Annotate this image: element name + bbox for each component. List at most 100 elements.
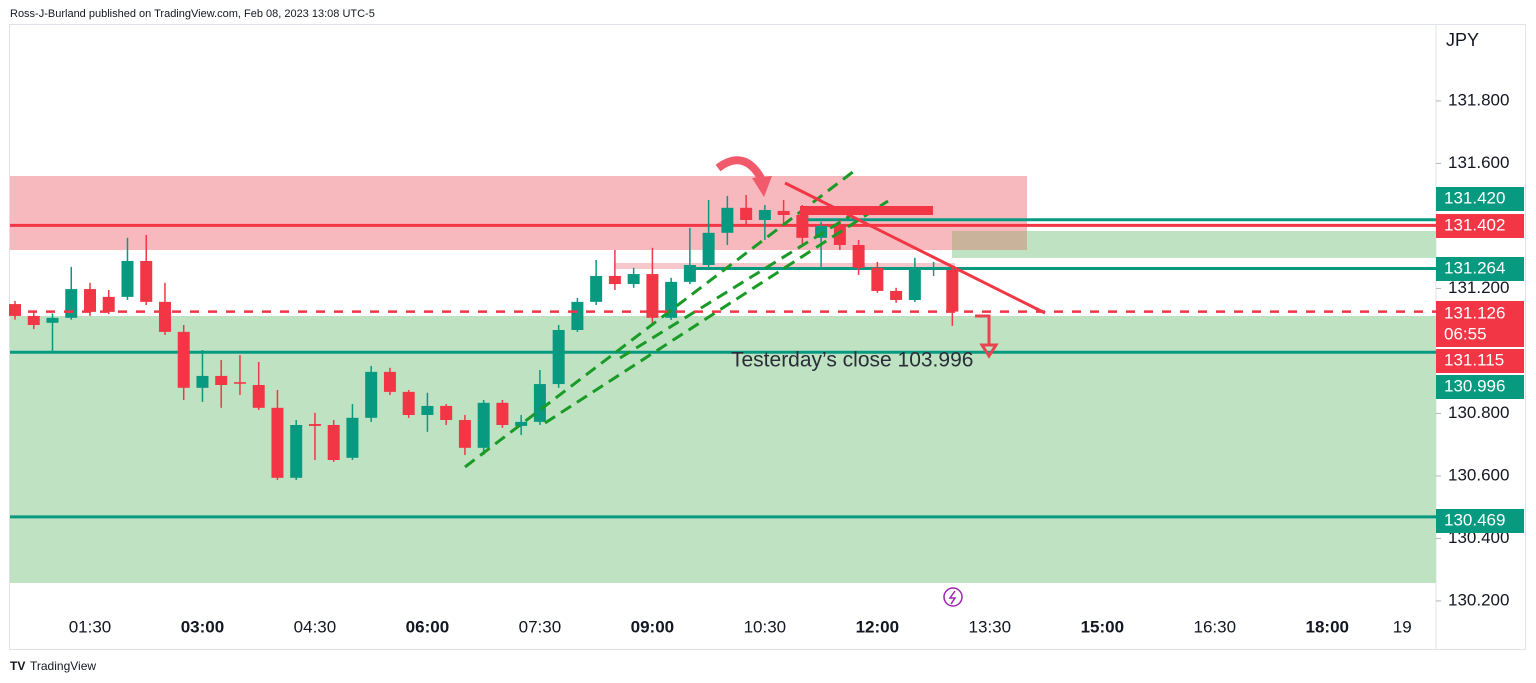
- marker-bar: [800, 206, 933, 215]
- candle-body: [271, 407, 284, 478]
- x-tick-label: 19: [1393, 617, 1412, 636]
- y-tick-label: 130.200: [1448, 590, 1509, 609]
- candle-body: [477, 402, 490, 448]
- candle-body: [590, 275, 603, 302]
- x-tick-label: 06:00: [406, 617, 449, 636]
- candle-body: [346, 417, 359, 458]
- candle-body: [158, 301, 171, 332]
- candle-body: [290, 425, 303, 478]
- price-label: 131.402: [1444, 215, 1505, 234]
- candle-body: [740, 207, 753, 220]
- candle-body: [233, 382, 246, 384]
- header: Ross-J-Burland published on TradingView.…: [10, 8, 375, 20]
- candle-body: [458, 420, 471, 448]
- candle-body: [327, 425, 340, 460]
- target-zone: [952, 231, 1436, 258]
- price-label: 131.264: [1444, 258, 1505, 277]
- candle-body: [102, 296, 115, 312]
- x-tick-label: 12:00: [856, 617, 899, 636]
- support-zone: [10, 316, 1436, 583]
- price-label-bg: [1436, 349, 1524, 373]
- x-tick-label: 04:30: [294, 617, 337, 636]
- candle-body: [65, 289, 78, 318]
- x-tick-label: 03:00: [181, 617, 224, 636]
- trend-line: [544, 199, 889, 425]
- candle-body: [646, 274, 659, 318]
- candle-body: [927, 268, 940, 270]
- price-label: 130.996: [1444, 376, 1505, 395]
- event-icon: [943, 587, 963, 607]
- candle-body: [83, 289, 96, 312]
- overlap-zone: [952, 231, 1027, 250]
- x-tick-label: 18:00: [1306, 617, 1349, 636]
- candle-body: [215, 375, 228, 385]
- candle-body: [308, 424, 321, 426]
- candle-body: [721, 207, 734, 233]
- candle-body: [608, 275, 621, 285]
- trend-line: [784, 181, 1046, 315]
- footer-logo: TV: [10, 659, 25, 673]
- event-icon-bolt: [948, 590, 957, 605]
- price-label-bg: [1436, 257, 1524, 281]
- x-tick-label: 16:30: [1194, 617, 1237, 636]
- candle-body: [833, 225, 846, 245]
- candle-body: [440, 405, 453, 420]
- candle-body: [758, 210, 771, 220]
- candle-body: [552, 330, 565, 385]
- candle-body: [8, 304, 21, 316]
- candle-body: [627, 274, 640, 285]
- candle-body: [121, 260, 134, 297]
- candle-body: [946, 270, 959, 312]
- candle-body: [177, 331, 190, 388]
- candle-body: [46, 317, 59, 323]
- candle-body: [515, 421, 528, 426]
- candle-body: [571, 301, 584, 330]
- price-label-bg: [1436, 187, 1524, 211]
- price-label: 131.115: [1444, 350, 1504, 369]
- candle-body: [683, 265, 696, 282]
- candle-body: [365, 371, 378, 418]
- x-tick-label: 09:00: [631, 617, 674, 636]
- last-price-bg: [1436, 301, 1524, 347]
- y-tick-label: 131.600: [1448, 153, 1509, 172]
- candle-body: [815, 225, 828, 238]
- x-tick-label: 10:30: [744, 617, 787, 636]
- candle-body: [252, 385, 265, 408]
- y-tick-label: 130.600: [1448, 465, 1509, 484]
- y-tick-label: 130.800: [1448, 403, 1509, 422]
- drawings: [464, 156, 1046, 607]
- candle-body: [421, 405, 434, 415]
- frame: [9, 24, 1526, 650]
- x-tick-label: 01:30: [69, 617, 112, 636]
- candle-body: [402, 391, 415, 415]
- candle-body: [496, 402, 509, 425]
- candle-body: [777, 210, 790, 215]
- candle-body: [27, 315, 40, 325]
- candle-body: [702, 232, 715, 265]
- candle-body: [890, 290, 903, 300]
- candle-body: [665, 281, 678, 318]
- countdown: 06:55: [1444, 324, 1487, 343]
- footer: TradingView: [30, 659, 96, 673]
- candle-body: [140, 260, 153, 302]
- arrow-head: [752, 176, 772, 197]
- price-label: 131.420: [1444, 188, 1505, 207]
- candle-body: [383, 371, 396, 392]
- candle-body: [533, 384, 546, 422]
- price-label: 130.469: [1444, 510, 1505, 529]
- y-tick-label: 131.200: [1448, 278, 1509, 297]
- x-tick-label: 07:30: [519, 617, 562, 636]
- y-tick-label: 131.800: [1448, 90, 1509, 109]
- price-label-bg: [1436, 375, 1524, 399]
- price-label-bg: [1436, 214, 1524, 238]
- x-tick-label: 15:00: [1081, 617, 1124, 636]
- x-tick-label: 13:30: [969, 617, 1012, 636]
- price-label-bg: [1436, 509, 1524, 533]
- trend-line: [619, 214, 851, 360]
- down-arrow: [975, 314, 999, 359]
- candle-body: [871, 267, 884, 291]
- last-price-label: 131.126: [1444, 303, 1505, 322]
- trend-line: [464, 166, 859, 469]
- annotation: Testerday’s close 103.996: [731, 349, 973, 372]
